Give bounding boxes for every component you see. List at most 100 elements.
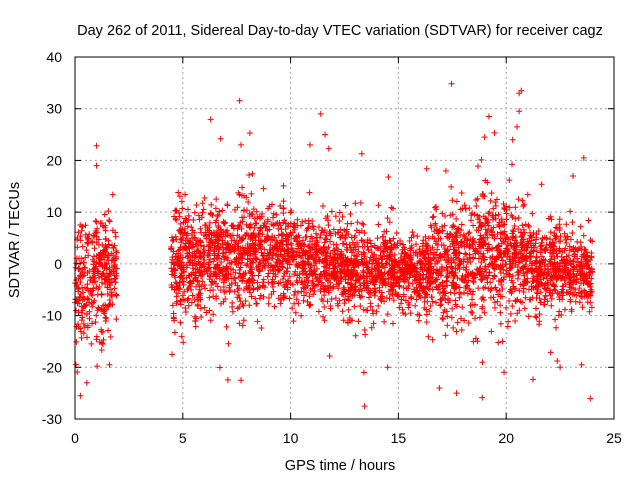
data-point [493, 287, 500, 294]
data-point [580, 232, 587, 239]
data-point [424, 247, 431, 254]
data-point [495, 339, 502, 346]
data-point [348, 220, 355, 227]
data-point [242, 250, 249, 257]
data-point [84, 295, 91, 302]
data-point [436, 227, 443, 234]
data-point [206, 219, 213, 226]
data-point [235, 189, 242, 196]
data-point [195, 212, 202, 219]
data-point [173, 283, 180, 290]
data-point [535, 283, 542, 290]
data-point [95, 236, 102, 243]
data-point [238, 225, 245, 232]
data-point [574, 246, 581, 253]
data-point [509, 214, 516, 221]
data-point [225, 340, 232, 347]
data-point [449, 197, 456, 204]
data-point [190, 216, 197, 223]
data-point [579, 269, 586, 276]
data-point [519, 197, 526, 204]
data-point [563, 234, 570, 241]
data-point [332, 295, 339, 302]
data-point [516, 287, 523, 294]
data-point [427, 302, 434, 309]
data-point [292, 309, 299, 316]
data-point [255, 284, 262, 291]
data-point [95, 268, 101, 275]
data-point [263, 223, 270, 230]
data-point [371, 242, 378, 249]
data-point [317, 288, 324, 295]
data-point [452, 301, 459, 308]
data-point [506, 253, 513, 260]
data-point [180, 296, 187, 303]
data-point [96, 339, 103, 346]
data-point [462, 250, 469, 257]
data-point [228, 259, 235, 266]
data-point [186, 249, 193, 256]
data-point [447, 289, 454, 296]
data-point [317, 110, 324, 117]
data-point [495, 211, 502, 218]
y-axis-label: SDTVAR / TECUs [7, 182, 23, 298]
data-point [265, 300, 272, 307]
data-point [583, 273, 590, 280]
data-point [192, 283, 199, 290]
data-point [391, 266, 398, 273]
data-point [530, 248, 537, 255]
data-point [355, 318, 362, 325]
data-point [551, 255, 558, 262]
data-point [405, 279, 412, 286]
data-point [281, 270, 288, 277]
data-point [277, 292, 284, 299]
data-point [523, 246, 530, 253]
data-point [583, 272, 590, 279]
data-point [352, 257, 359, 264]
data-point [360, 269, 367, 276]
data-point [220, 277, 227, 284]
y-tick-label: 0 [54, 256, 62, 272]
data-point [336, 280, 343, 287]
data-point [501, 231, 508, 238]
data-point [458, 221, 465, 228]
data-point [391, 273, 398, 280]
data-point [349, 273, 356, 280]
data-point [383, 294, 390, 301]
data-point [251, 251, 258, 258]
data-point [537, 249, 544, 256]
data-point [372, 272, 379, 279]
data-point [206, 243, 213, 250]
data-point [423, 165, 430, 172]
data-point [428, 279, 435, 286]
data-point [78, 334, 85, 341]
data-point [98, 306, 105, 313]
data-point [204, 270, 211, 277]
data-point [475, 250, 482, 257]
data-point [535, 228, 542, 235]
data-point [543, 242, 550, 249]
y-tick-labels: -30 -20 -10 0 10 20 30 40 [42, 49, 62, 427]
data-point [421, 286, 428, 293]
data-point [198, 264, 205, 271]
data-point [320, 259, 327, 266]
data-point [480, 285, 487, 292]
data-point [275, 266, 282, 273]
data-point [509, 273, 516, 280]
data-point [95, 304, 102, 311]
data-point [269, 283, 276, 290]
data-point [170, 315, 177, 322]
data-point [497, 277, 504, 284]
data-point [527, 232, 534, 239]
data-point [465, 277, 472, 284]
data-point [84, 234, 91, 241]
data-point [279, 238, 286, 245]
data-point [444, 322, 451, 329]
data-point [79, 289, 86, 296]
data-point [300, 247, 307, 254]
data-point [425, 277, 432, 284]
data-point [466, 241, 473, 248]
data-point [431, 235, 438, 242]
data-point [208, 282, 215, 289]
data-point [255, 272, 262, 279]
